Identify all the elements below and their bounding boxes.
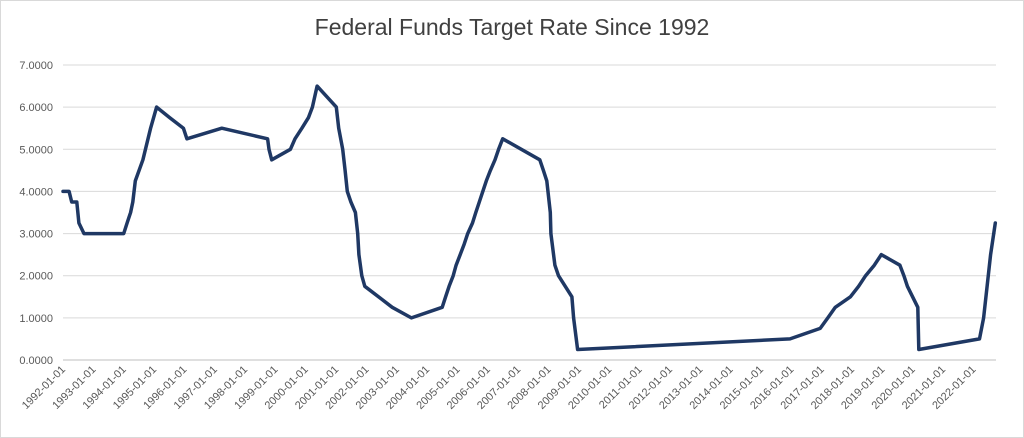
- y-tick-label: 0.0000: [19, 355, 53, 367]
- y-tick-label: 2.0000: [19, 271, 53, 283]
- y-axis-ticks: 0.0000 1.0000 2.0000 3.0000 4.0000 5.0000 6.00…: [19, 60, 53, 367]
- chart-title: Federal Funds Target Rate Since 1992: [314, 14, 710, 40]
- y-tick-label: 5.0000: [19, 144, 53, 156]
- x-axis-ticks: 1992-01-011993-01-011994-01-011995-01-01…: [20, 364, 979, 412]
- gridlines: [63, 64, 996, 319]
- y-tick-label: 7.0000: [19, 60, 53, 72]
- y-tick-label: 4.0000: [19, 186, 53, 198]
- series-line: [61, 84, 998, 352]
- y-tick-label: 3.0000: [19, 229, 53, 241]
- y-tick-label: 1.0000: [19, 313, 53, 325]
- y-tick-label: 6.0000: [19, 102, 53, 114]
